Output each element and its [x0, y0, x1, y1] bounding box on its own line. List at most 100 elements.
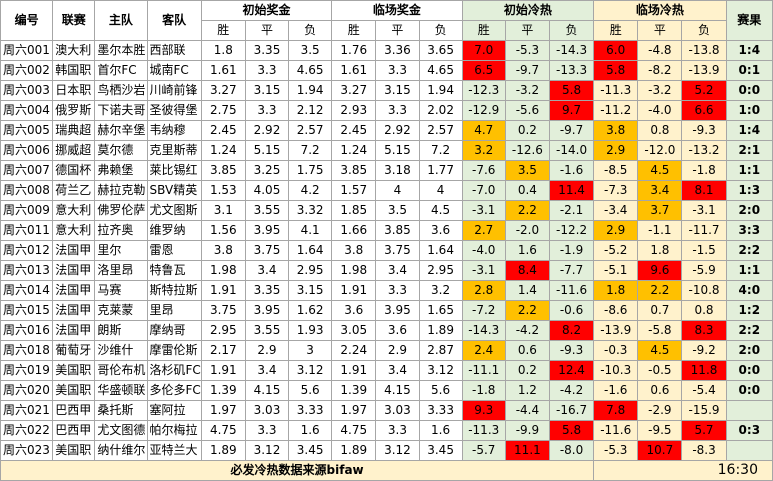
cell-score[interactable]: 0:0 [725, 80, 773, 101]
cell-league[interactable]: 法国甲 [52, 320, 96, 341]
cell-closing-heat-lose[interactable]: -8.3 [681, 440, 727, 461]
cell-closing-odds-draw[interactable]: 3.3 [375, 60, 420, 81]
cell-closing-heat-lose[interactable]: 8.3 [681, 320, 727, 341]
cell-closing-odds-win[interactable]: 1.61 [331, 60, 377, 81]
cell-closing-odds-lose[interactable]: 3.2 [418, 280, 463, 301]
cell-league[interactable]: 法国甲 [52, 300, 96, 321]
cell-initial-odds-draw[interactable]: 3.35 [244, 40, 290, 61]
cell-closing-odds-draw[interactable]: 5.15 [375, 140, 420, 161]
cell-league[interactable]: 韩国职 [52, 60, 96, 81]
header-away[interactable]: 客队 [146, 0, 202, 41]
cell-closing-heat-draw[interactable]: 10.7 [637, 440, 683, 461]
cell-home[interactable]: 洛里昂 [94, 260, 148, 281]
cell-closing-odds-lose[interactable]: 3.65 [418, 40, 463, 61]
cell-initial-odds-lose[interactable]: 3.5 [288, 40, 333, 61]
cell-initial-odds-win[interactable]: 1.61 [200, 60, 246, 81]
header-io-draw[interactable]: 平 [244, 20, 290, 41]
cell-initial-heat-draw[interactable]: 3.5 [504, 160, 550, 181]
cell-away[interactable]: 尤文图斯 [146, 200, 202, 221]
header-closing-odds[interactable]: 临场奖金 [331, 0, 463, 21]
cell-score[interactable]: 1:3 [725, 180, 773, 201]
cell-closing-heat-win[interactable]: -1.6 [593, 380, 639, 401]
cell-closing-odds-win[interactable]: 3.27 [331, 80, 377, 101]
cell-home[interactable]: 莫尔德 [94, 140, 148, 161]
cell-initial-heat-win[interactable]: 2.7 [461, 220, 506, 241]
cell-initial-odds-win[interactable]: 2.95 [200, 320, 246, 341]
cell-closing-heat-draw[interactable]: 1.8 [637, 240, 683, 261]
cell-initial-heat-draw[interactable]: 1.4 [504, 280, 550, 301]
cell-closing-heat-lose[interactable]: -13.2 [681, 140, 727, 161]
header-closing-heat[interactable]: 临场冷热 [593, 0, 727, 21]
cell-initial-heat-draw[interactable]: -9.7 [504, 60, 550, 81]
cell-closing-heat-draw[interactable]: -9.5 [637, 420, 683, 441]
cell-initial-odds-lose[interactable]: 4.1 [288, 220, 333, 241]
cell-initial-heat-win[interactable]: -1.8 [461, 380, 506, 401]
cell-initial-heat-lose[interactable]: -13.3 [548, 60, 595, 81]
cell-closing-heat-win[interactable]: 2.9 [593, 220, 639, 241]
cell-closing-heat-draw[interactable]: -0.5 [637, 360, 683, 381]
cell-closing-odds-draw[interactable]: 3.3 [375, 280, 420, 301]
cell-closing-odds-lose[interactable]: 7.2 [418, 140, 463, 161]
cell-closing-odds-draw[interactable]: 2.9 [375, 340, 420, 361]
cell-league[interactable]: 美国职 [52, 380, 96, 401]
cell-away[interactable]: 亚特兰大 [146, 440, 202, 461]
cell-home[interactable]: 鸟栖沙岩 [94, 80, 148, 101]
cell-initial-heat-lose[interactable]: -9.3 [548, 340, 595, 361]
header-io-lose[interactable]: 负 [288, 20, 333, 41]
cell-initial-heat-win[interactable]: -7.0 [461, 180, 506, 201]
cell-initial-odds-lose[interactable]: 3.15 [288, 280, 333, 301]
cell-initial-heat-win[interactable]: -12.3 [461, 80, 506, 101]
cell-closing-odds-lose[interactable]: 2.57 [418, 120, 463, 141]
cell-initial-heat-win[interactable]: 2.4 [461, 340, 506, 361]
cell-closing-odds-win[interactable]: 2.24 [331, 340, 377, 361]
cell-closing-odds-draw[interactable]: 3.5 [375, 200, 420, 221]
header-ch-draw[interactable]: 平 [637, 20, 683, 41]
cell-initial-heat-draw[interactable]: 11.1 [504, 440, 550, 461]
cell-closing-heat-win[interactable]: 1.8 [593, 280, 639, 301]
cell-home[interactable]: 纳什维尔 [94, 440, 148, 461]
cell-closing-heat-lose[interactable]: -9.3 [681, 120, 727, 141]
cell-score[interactable]: 0:3 [725, 420, 773, 441]
cell-initial-heat-draw[interactable]: 0.2 [504, 360, 550, 381]
cell-closing-heat-draw[interactable]: 3.4 [637, 180, 683, 201]
cell-league[interactable]: 葡萄牙 [52, 340, 96, 361]
cell-closing-odds-lose[interactable]: 2.95 [418, 260, 463, 281]
cell-initial-odds-win[interactable]: 3.8 [200, 240, 246, 261]
cell-closing-odds-draw[interactable]: 3.12 [375, 440, 420, 461]
cell-initial-odds-draw[interactable]: 3.25 [244, 160, 290, 181]
cell-initial-odds-win[interactable]: 1.91 [200, 280, 246, 301]
cell-closing-heat-lose[interactable]: 5.2 [681, 80, 727, 101]
cell-initial-odds-lose[interactable]: 3.33 [288, 400, 333, 421]
cell-closing-odds-win[interactable]: 1.91 [331, 280, 377, 301]
cell-closing-odds-win[interactable]: 1.98 [331, 260, 377, 281]
cell-initial-odds-draw[interactable]: 3.35 [244, 280, 290, 301]
cell-closing-heat-draw[interactable]: -4.8 [637, 40, 683, 61]
cell-league[interactable]: 法国甲 [52, 280, 96, 301]
cell-initial-odds-win[interactable]: 1.97 [200, 400, 246, 421]
cell-initial-odds-draw[interactable]: 3.4 [244, 260, 290, 281]
header-initial-odds[interactable]: 初始奖金 [200, 0, 333, 21]
cell-id[interactable]: 周六002 [0, 60, 54, 81]
cell-away[interactable]: 莱比锡红 [146, 160, 202, 181]
cell-league[interactable]: 荷兰乙 [52, 180, 96, 201]
cell-closing-heat-win[interactable]: -11.2 [593, 100, 639, 121]
cell-closing-odds-lose[interactable]: 3.33 [418, 400, 463, 421]
cell-away[interactable]: 特鲁瓦 [146, 260, 202, 281]
cell-initial-heat-lose[interactable]: 5.8 [548, 80, 595, 101]
cell-score[interactable]: 3:3 [725, 220, 773, 241]
cell-closing-odds-lose[interactable]: 3.12 [418, 360, 463, 381]
cell-id[interactable]: 周六003 [0, 80, 54, 101]
cell-initial-heat-lose[interactable]: -14.0 [548, 140, 595, 161]
cell-closing-heat-draw[interactable]: 4.5 [637, 160, 683, 181]
cell-initial-odds-lose[interactable]: 5.6 [288, 380, 333, 401]
cell-closing-odds-win[interactable]: 3.6 [331, 300, 377, 321]
cell-initial-heat-lose[interactable]: 12.4 [548, 360, 595, 381]
cell-home[interactable]: 华盛顿联 [94, 380, 148, 401]
cell-score[interactable]: 1:2 [725, 300, 773, 321]
cell-closing-odds-draw[interactable]: 3.36 [375, 40, 420, 61]
cell-closing-odds-draw[interactable]: 3.3 [375, 100, 420, 121]
cell-initial-odds-win[interactable]: 1.98 [200, 260, 246, 281]
cell-initial-heat-draw[interactable]: -12.6 [504, 140, 550, 161]
cell-closing-odds-lose[interactable]: 2.87 [418, 340, 463, 361]
cell-closing-odds-lose[interactable]: 3.6 [418, 220, 463, 241]
